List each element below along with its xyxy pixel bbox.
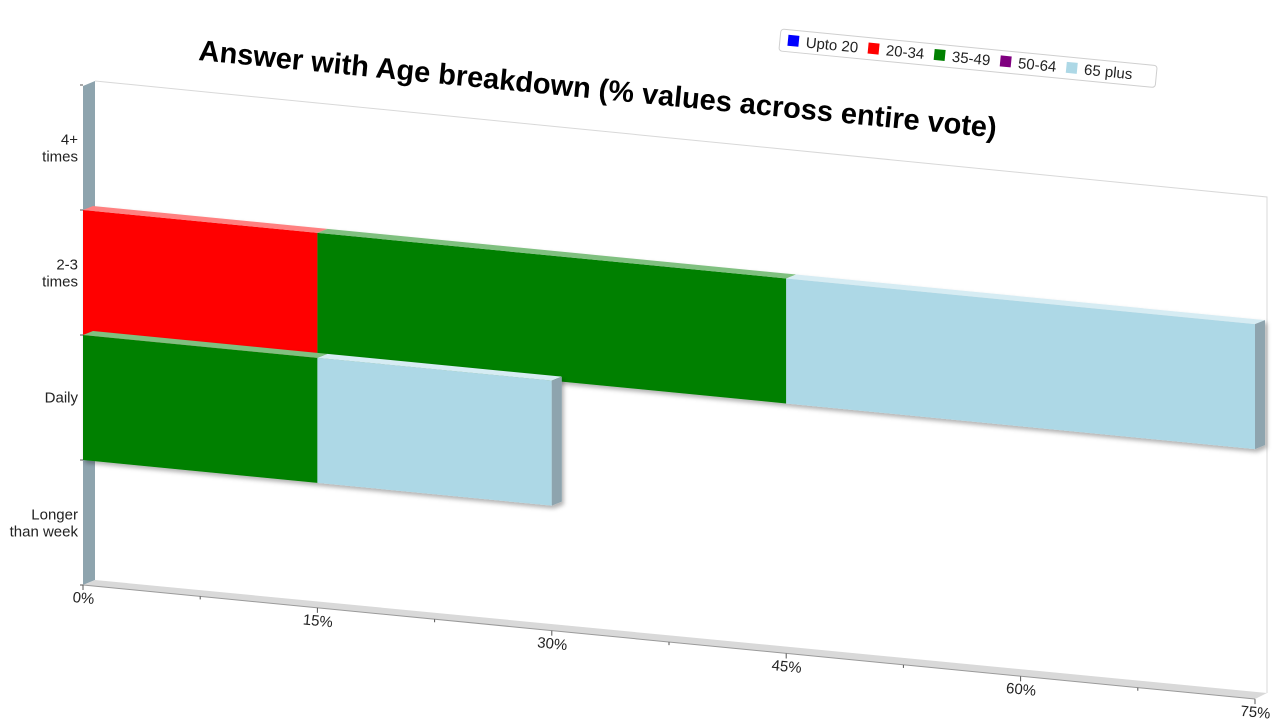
floor (83, 580, 1267, 699)
x-tick-label: 15% (302, 611, 334, 631)
legend-label: 20-34 (885, 42, 925, 63)
bar-group (83, 331, 562, 506)
back-wall-outline (94, 80, 1268, 693)
bar-top-face (786, 274, 1265, 325)
bars-layer (83, 206, 1265, 506)
legend-label: 65 plus (1083, 62, 1133, 84)
bar-side-face (551, 376, 562, 506)
legend-swatch (867, 42, 880, 55)
bar-group (83, 206, 1265, 450)
legend-swatch (787, 34, 800, 47)
bar-top-face (83, 206, 328, 233)
legend-swatch (999, 55, 1012, 68)
x-axis-line (82, 584, 1256, 700)
y-axis-ticks (80, 84, 83, 586)
legend-label: 35-49 (951, 49, 991, 70)
x-tick-label: 0% (72, 589, 95, 608)
category-label: Daily (45, 390, 79, 407)
legend: Upto 20 20-34 35-49 50-64 65 plus (778, 28, 1158, 88)
legend-label: 50-64 (1017, 55, 1057, 76)
category-label: 4+ times (42, 132, 78, 166)
bar-segment (786, 278, 1255, 450)
legend-label: Upto 20 (805, 35, 859, 57)
legend-swatch (933, 48, 946, 62)
bar-top-face (83, 331, 328, 358)
x-tick-label: 60% (1005, 680, 1037, 700)
legend-items: Upto 20 20-34 35-49 50-64 65 plus (787, 34, 1133, 84)
category-label: 2-3 times (42, 257, 78, 291)
bar-top-face (317, 228, 797, 279)
bar-top-face (317, 353, 562, 381)
bar-segment (317, 232, 787, 404)
bar-segment (83, 210, 318, 358)
bar-segment (317, 357, 552, 506)
x-tick-label: 75% (1240, 703, 1272, 720)
x-tick-labels: 0% 15% 30% 45% 60% 75% (72, 589, 1271, 720)
x-tick-label: 45% (771, 657, 803, 677)
category-labels: 4+ times 2-3 times Daily Longer than week (10, 132, 79, 541)
x-axis-ticks (82, 585, 1256, 705)
bar-side-face (1255, 320, 1265, 450)
bar-segment (83, 335, 318, 483)
x-tick-label: 30% (536, 634, 568, 654)
category-label: Longer than week (10, 507, 79, 541)
legend-swatch (1065, 61, 1078, 74)
